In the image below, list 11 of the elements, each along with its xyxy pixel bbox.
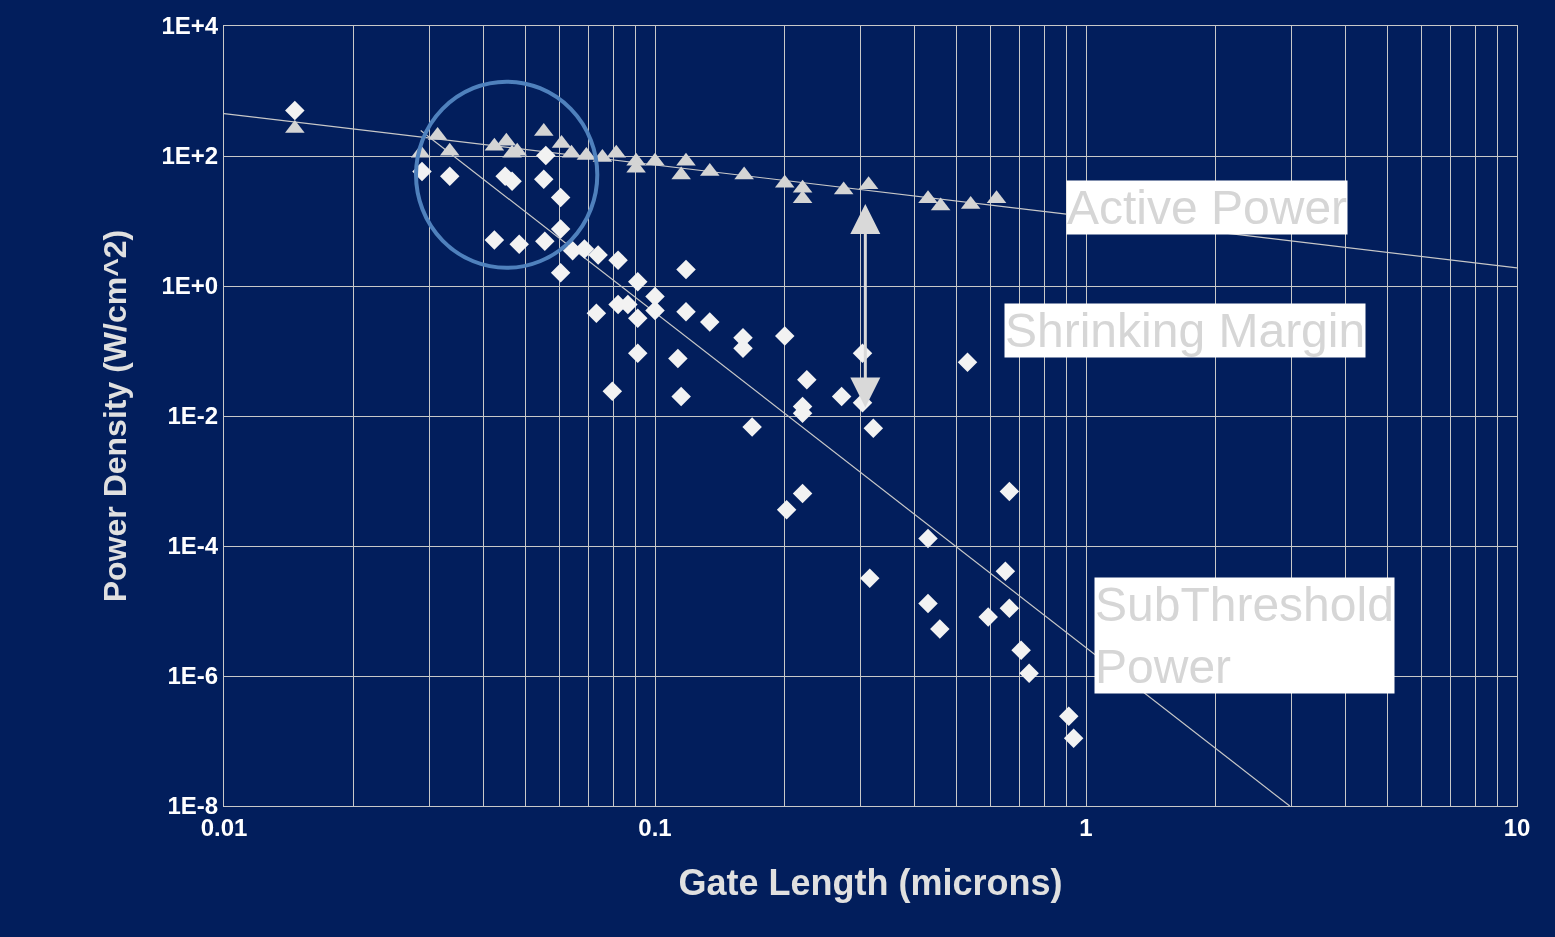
y-tick-label: 1E+4: [161, 12, 219, 40]
x-tick-label: 10: [1503, 813, 1531, 841]
y-tick-label: 1E-2: [167, 402, 219, 430]
y-axis-title: Power Density (W/cm^2): [96, 229, 133, 603]
x-tick-label: 1: [1079, 813, 1093, 841]
x-axis-title: Gate Length (microns): [678, 862, 1063, 904]
y-tick-label: 1E-6: [167, 662, 219, 690]
y-tick-label: 1E+2: [161, 142, 219, 170]
x-tick-label: 0.1: [638, 813, 672, 841]
y-tick-label: 1E+0: [161, 272, 219, 300]
y-tick-label: 1E-4: [167, 532, 219, 560]
